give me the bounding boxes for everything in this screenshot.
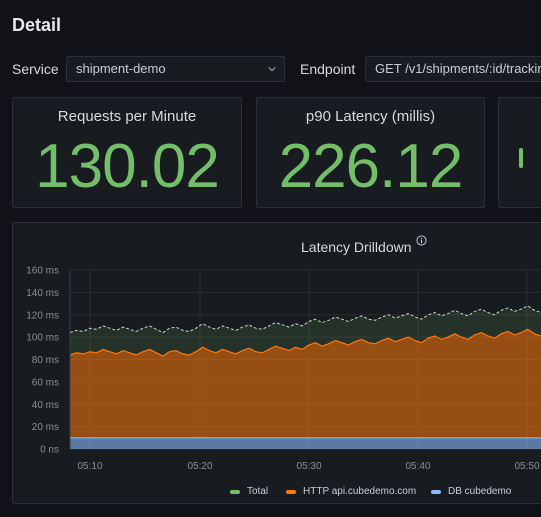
stat-value: 130.02 bbox=[35, 132, 220, 201]
latency-drilldown-panel: Latency Drilldown bbox=[12, 222, 541, 504]
legend-item-db[interactable]: DB cubedemo bbox=[431, 486, 511, 497]
service-select[interactable]: shipment-demo bbox=[66, 56, 285, 82]
stat-title: p90 Latency (millis) bbox=[305, 108, 436, 125]
stat-panel-partial bbox=[498, 97, 541, 208]
stat-title: Requests per Minute bbox=[57, 108, 197, 125]
endpoint-select-value: GET /v1/shipments/:id/tracking bbox=[375, 61, 541, 76]
stat-value-partial bbox=[519, 148, 523, 168]
legend-label-http: HTTP api.cubedemo.com bbox=[303, 486, 417, 497]
legend-swatch-db bbox=[431, 489, 441, 494]
service-label: Service bbox=[12, 61, 59, 77]
stat-value: 226.12 bbox=[278, 132, 464, 201]
endpoint-select[interactable]: GET /v1/shipments/:id/tracking bbox=[365, 56, 541, 82]
stat-panel-p90-latency: p90 Latency (millis) 226.12 bbox=[256, 97, 485, 208]
info-circle-icon[interactable] bbox=[416, 235, 427, 246]
endpoint-label: Endpoint bbox=[300, 61, 356, 77]
legend-swatch-http bbox=[286, 489, 296, 494]
chart-title: Latency Drilldown bbox=[301, 235, 427, 255]
page-title: Detail bbox=[12, 15, 62, 35]
chart-title-text: Latency Drilldown bbox=[301, 239, 412, 255]
legend-label-db: DB cubedemo bbox=[448, 486, 512, 497]
legend-item-http[interactable]: HTTP api.cubedemo.com bbox=[286, 486, 416, 497]
legend-swatch-total bbox=[230, 489, 240, 494]
stat-panel-requests: Requests per Minute 130.02 bbox=[12, 97, 242, 208]
chevron-down-icon bbox=[268, 67, 276, 72]
service-select-value: shipment-demo bbox=[76, 61, 166, 76]
legend-label-total: Total bbox=[247, 486, 269, 497]
legend-item-total[interactable]: Total bbox=[230, 486, 268, 497]
